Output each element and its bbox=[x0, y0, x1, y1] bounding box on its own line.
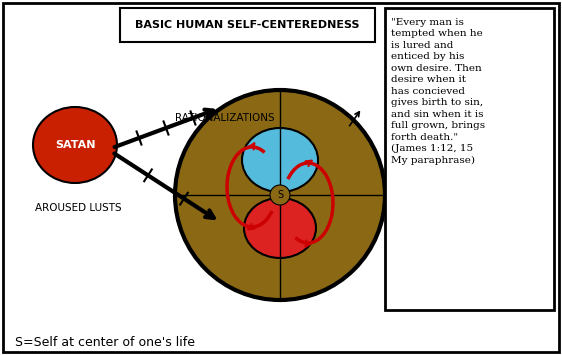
Text: SATAN: SATAN bbox=[55, 140, 95, 150]
Text: S=Self at center of one's life: S=Self at center of one's life bbox=[15, 337, 195, 350]
Ellipse shape bbox=[242, 128, 318, 192]
Text: AROUSED LUSTS: AROUSED LUSTS bbox=[35, 203, 121, 213]
Ellipse shape bbox=[33, 107, 117, 183]
Circle shape bbox=[270, 185, 290, 205]
Bar bbox=[120, 8, 375, 42]
Text: "Every man is
tempted when he
is lured and
enticed by his
own desire. Then
desir: "Every man is tempted when he is lured a… bbox=[391, 18, 485, 165]
Circle shape bbox=[175, 90, 385, 300]
Text: S: S bbox=[277, 190, 283, 200]
Ellipse shape bbox=[244, 198, 316, 258]
Text: BASIC HUMAN SELF-CENTEREDNESS: BASIC HUMAN SELF-CENTEREDNESS bbox=[135, 20, 360, 30]
Bar bbox=[385, 8, 554, 310]
Text: RATIONALIZATIONS: RATIONALIZATIONS bbox=[175, 113, 275, 123]
